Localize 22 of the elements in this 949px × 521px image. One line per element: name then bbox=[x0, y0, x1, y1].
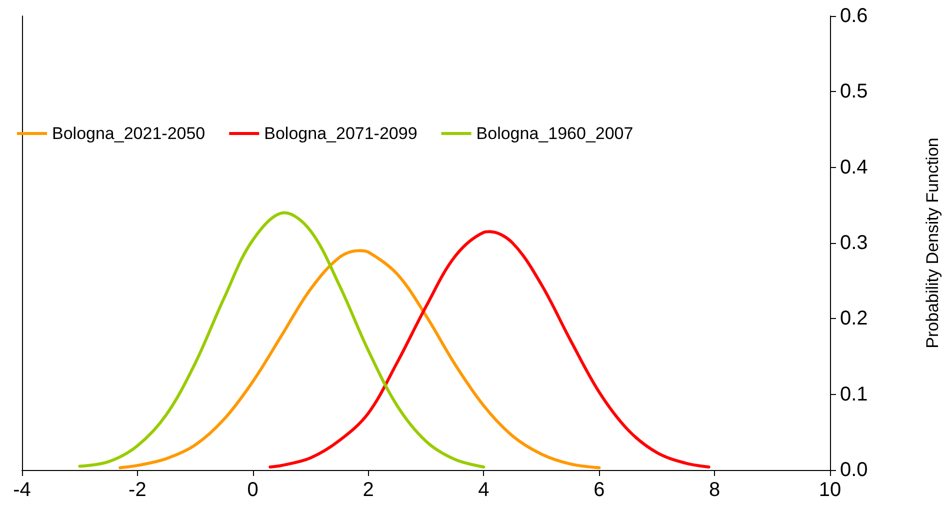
x-tick-label: 8 bbox=[709, 479, 720, 501]
y-tick-label: 0.3 bbox=[840, 232, 868, 254]
y-tick-label: 0.1 bbox=[840, 383, 868, 406]
line-series bbox=[78, 211, 486, 468]
y-tick-label: 0.5 bbox=[840, 80, 868, 103]
line-series bbox=[268, 230, 710, 468]
x-tick-label: 10 bbox=[818, 479, 842, 501]
x-tick-label: 6 bbox=[594, 479, 605, 501]
legend-label: Bologna_2021-2050 bbox=[52, 124, 206, 143]
y-tick-label: 0.6 bbox=[840, 5, 868, 27]
x-tick-label: 0 bbox=[247, 479, 258, 501]
legend-label: Bologna_1960_2007 bbox=[476, 124, 634, 143]
y-tick-label: 0.2 bbox=[840, 308, 868, 330]
y-axis-title: Probability Density Function bbox=[923, 138, 942, 348]
x-tick-label: 4 bbox=[478, 479, 490, 501]
y-tick-label: 0.0 bbox=[840, 459, 868, 481]
x-tick-label: 2 bbox=[362, 479, 374, 501]
x-tick-label: -2 bbox=[128, 479, 146, 501]
line-series bbox=[118, 249, 601, 470]
legend-label: Bologna_2071-2099 bbox=[264, 124, 418, 143]
x-tick-label: -4 bbox=[13, 479, 31, 501]
y-tick-label: 0.4 bbox=[840, 156, 868, 178]
